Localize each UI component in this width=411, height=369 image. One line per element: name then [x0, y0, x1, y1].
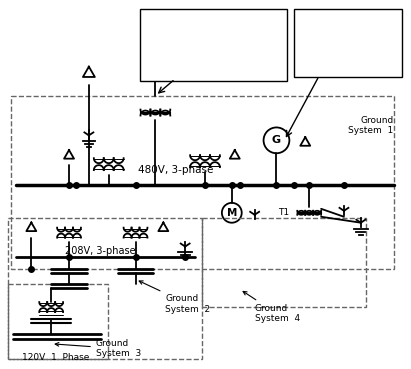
- Text: 120V  1  Phase: 120V 1 Phase: [23, 353, 90, 362]
- Text: M: M: [226, 208, 237, 218]
- Text: Ground
System  4: Ground System 4: [243, 292, 300, 324]
- Text: Generator
with Delta
output
windings: Generator with Delta output windings: [325, 13, 371, 60]
- Text: Ground
System  2: Ground System 2: [139, 281, 210, 314]
- Text: 480V, 3-phase: 480V, 3-phase: [138, 165, 213, 175]
- Text: Ground
System  3: Ground System 3: [55, 339, 141, 358]
- Text: G: G: [272, 135, 281, 145]
- Bar: [12, 96, 394, 269]
- Text: T1: T1: [278, 208, 289, 217]
- Bar: [141, 9, 287, 81]
- Bar: [9, 218, 202, 359]
- Bar: [202, 218, 366, 307]
- Bar: [9, 284, 108, 359]
- Text: 208V, 3-phase: 208V, 3-phase: [65, 246, 136, 256]
- Text: Ground
System  1: Ground System 1: [349, 115, 394, 135]
- Text: Transformer with Delta
primary windings and
grounded Wye secondary
windings: Transformer with Delta primary windings …: [156, 13, 272, 60]
- Bar: [294, 9, 402, 77]
